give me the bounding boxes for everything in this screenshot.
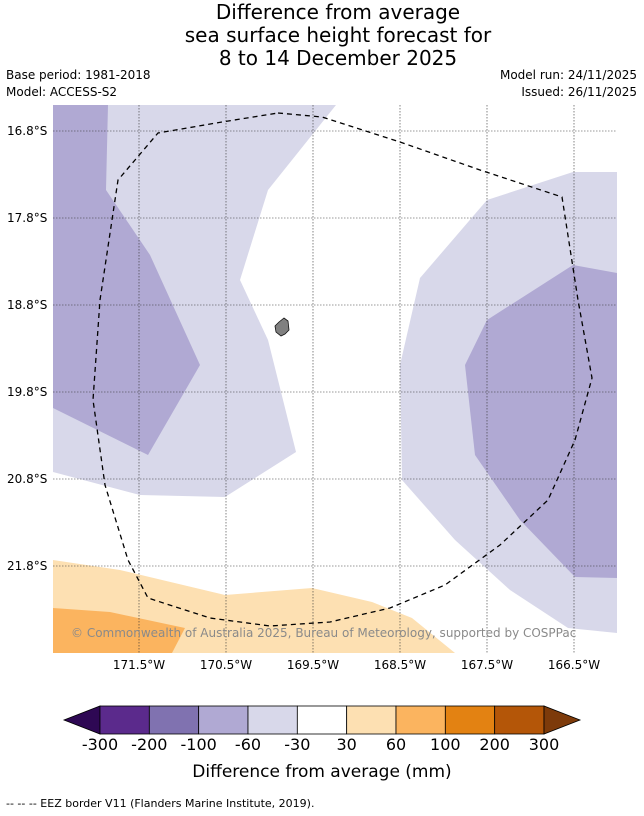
colorbar-bin-6 bbox=[346, 705, 397, 735]
map-title-line-1: Difference from average bbox=[215, 0, 461, 24]
lat-label-17.8S: 17.8°S bbox=[7, 211, 48, 225]
issued-date: Issued: 26/11/2025 bbox=[521, 85, 637, 99]
colorbar-tick-label: 100 bbox=[430, 735, 461, 754]
colorbar-bin-8 bbox=[444, 705, 496, 735]
copyright-notice: © Commonwealth of Australia 2025, Bureau… bbox=[71, 626, 577, 640]
colorbar-bin-7 bbox=[395, 705, 446, 735]
colorbar-tick-label: 300 bbox=[528, 735, 560, 754]
lat-label-20.8S: 20.8°S bbox=[7, 472, 48, 486]
colorbar-bin-4 bbox=[247, 705, 298, 735]
colorbar-bin-2 bbox=[148, 705, 200, 735]
colorbar-tick-label: 200 bbox=[479, 735, 510, 754]
colorbar bbox=[62, 705, 582, 735]
lon-label-168.5W: 168.5°W bbox=[373, 658, 427, 672]
lon-label-170.5W: 170.5°W bbox=[199, 658, 253, 672]
anomaly-region-west-medium bbox=[53, 105, 200, 455]
colorbar-over-triangle bbox=[543, 705, 582, 735]
graticule bbox=[53, 105, 617, 653]
colorbar-tick-label: -300 bbox=[81, 735, 119, 754]
anomaly-region-east-medium bbox=[465, 265, 617, 578]
anomaly-region-south-medium bbox=[53, 608, 185, 653]
eez-legend-footnote: -- -- -- EEZ border V11 (Flanders Marine… bbox=[6, 797, 315, 810]
lon-label-171.5W: 171.5°W bbox=[112, 658, 166, 672]
colorbar-tick-label: -100 bbox=[180, 735, 217, 754]
base-period: Base period: 1981-2018 bbox=[6, 68, 151, 82]
colorbar-tick-label: -200 bbox=[131, 735, 168, 754]
colorbar-bin-9 bbox=[494, 705, 545, 735]
lon-label-169.5W: 169.5°W bbox=[286, 658, 340, 672]
colorbar-bin-3 bbox=[198, 705, 249, 735]
lat-label-18.8S: 18.8°S bbox=[7, 298, 48, 312]
lat-label-16.8S: 16.8°S bbox=[7, 124, 48, 138]
colorbar-tick-label: -30 bbox=[284, 735, 311, 754]
colorbar-under-triangle bbox=[62, 705, 101, 735]
eez-border bbox=[92, 112, 593, 627]
map-title-line-2: sea surface height forecast for bbox=[184, 23, 492, 47]
map-title-line-3: 8 to 14 December 2025 bbox=[218, 46, 458, 70]
model-name: Model: ACCESS-S2 bbox=[6, 85, 118, 99]
lat-label-21.8S: 21.8°S bbox=[7, 559, 48, 573]
colorbar-title: Difference from average (mm) bbox=[192, 762, 452, 782]
colorbar-tick-label: 30 bbox=[336, 735, 357, 754]
colorbar-bin-1 bbox=[99, 705, 150, 735]
model-run-date: Model run: 24/11/2025 bbox=[499, 68, 637, 82]
colorbar-bin-5 bbox=[296, 705, 348, 735]
lat-label-19.8S: 19.8°S bbox=[7, 385, 48, 399]
lon-label-166.5W: 166.5°W bbox=[547, 658, 601, 672]
lon-label-167.5W: 167.5°W bbox=[460, 658, 514, 672]
colorbar-tick-label: 60 bbox=[385, 735, 407, 754]
island-landmass bbox=[274, 317, 290, 337]
colorbar-tick-label: -60 bbox=[234, 735, 262, 754]
